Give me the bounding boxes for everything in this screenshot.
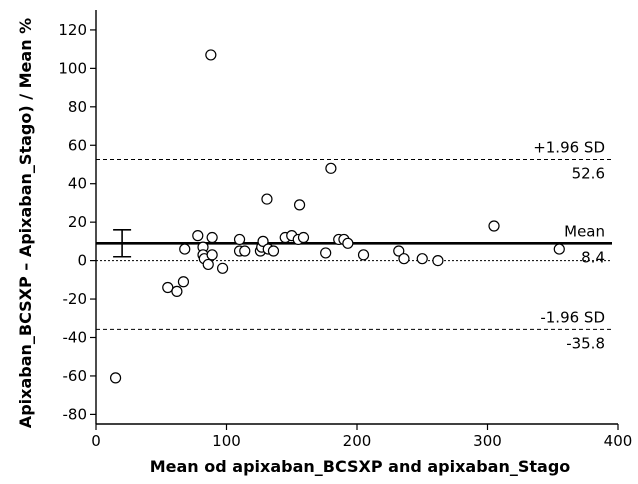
data-point — [261, 193, 273, 205]
data-point — [488, 220, 500, 232]
data-point — [393, 245, 405, 257]
data-point — [179, 243, 191, 255]
data-point — [293, 199, 306, 211]
plot-layer: -80 -60 -40 -20 0 20 40 60 80 100 120 0 100 200 300 400… — [58, 10, 632, 450]
x-tick-label: 200 — [343, 432, 372, 450]
y-tick-label: 0 — [77, 252, 87, 270]
y-tick-label: -20 — [63, 290, 88, 308]
data-point — [216, 262, 229, 274]
y-tick-label: 100 — [58, 59, 87, 77]
data-point — [192, 230, 204, 242]
data-point — [205, 49, 217, 61]
x-tick-label: 100 — [212, 432, 241, 450]
data-point — [233, 233, 246, 246]
data-point — [398, 253, 410, 265]
y-tick-label: -40 — [63, 328, 88, 346]
y-axis-title: Apixaban_BCSXP – Apixaban_Stago) / Mean … — [16, 18, 35, 428]
y-tick-label: -60 — [63, 367, 88, 385]
data-point — [416, 253, 428, 265]
y-tick-label: 120 — [58, 21, 87, 39]
ref-label-lower: -1.96 SD — [540, 308, 605, 326]
ref-value-mean: 8.4 — [581, 248, 605, 266]
data-point — [342, 237, 354, 249]
data-point — [206, 249, 218, 261]
ref-label-mean: Mean — [564, 222, 605, 240]
x-axis-title: Mean od apixaban_BCSXP and apixaban_Stag… — [150, 457, 571, 476]
y-tick-label: 40 — [68, 175, 87, 193]
data-point — [162, 281, 174, 294]
data-point — [320, 247, 332, 259]
data-point — [553, 243, 565, 255]
ref-value-upper: 52.6 — [572, 164, 605, 182]
data-point — [109, 372, 122, 384]
y-tick-label: -80 — [63, 405, 88, 423]
data-point — [432, 255, 444, 267]
data-point — [202, 258, 214, 271]
ref-label-upper: +1.96 SD — [533, 138, 605, 156]
y-tick-label: 80 — [68, 98, 87, 116]
y-tick-label: 60 — [68, 136, 87, 154]
x-tick-label: 400 — [604, 432, 633, 450]
data-point — [206, 231, 218, 244]
data-point — [257, 235, 269, 247]
x-tick-label: 0 — [91, 432, 101, 450]
y-tick-label: 20 — [68, 213, 87, 231]
data-point — [357, 249, 370, 261]
data-point — [267, 245, 280, 257]
ref-value-lower: -35.8 — [566, 334, 605, 352]
data-point — [171, 285, 183, 297]
data-point — [297, 231, 310, 244]
x-tick-label: 300 — [473, 432, 502, 450]
data-point — [239, 245, 251, 257]
data-point — [325, 162, 337, 174]
data-point — [177, 276, 190, 288]
